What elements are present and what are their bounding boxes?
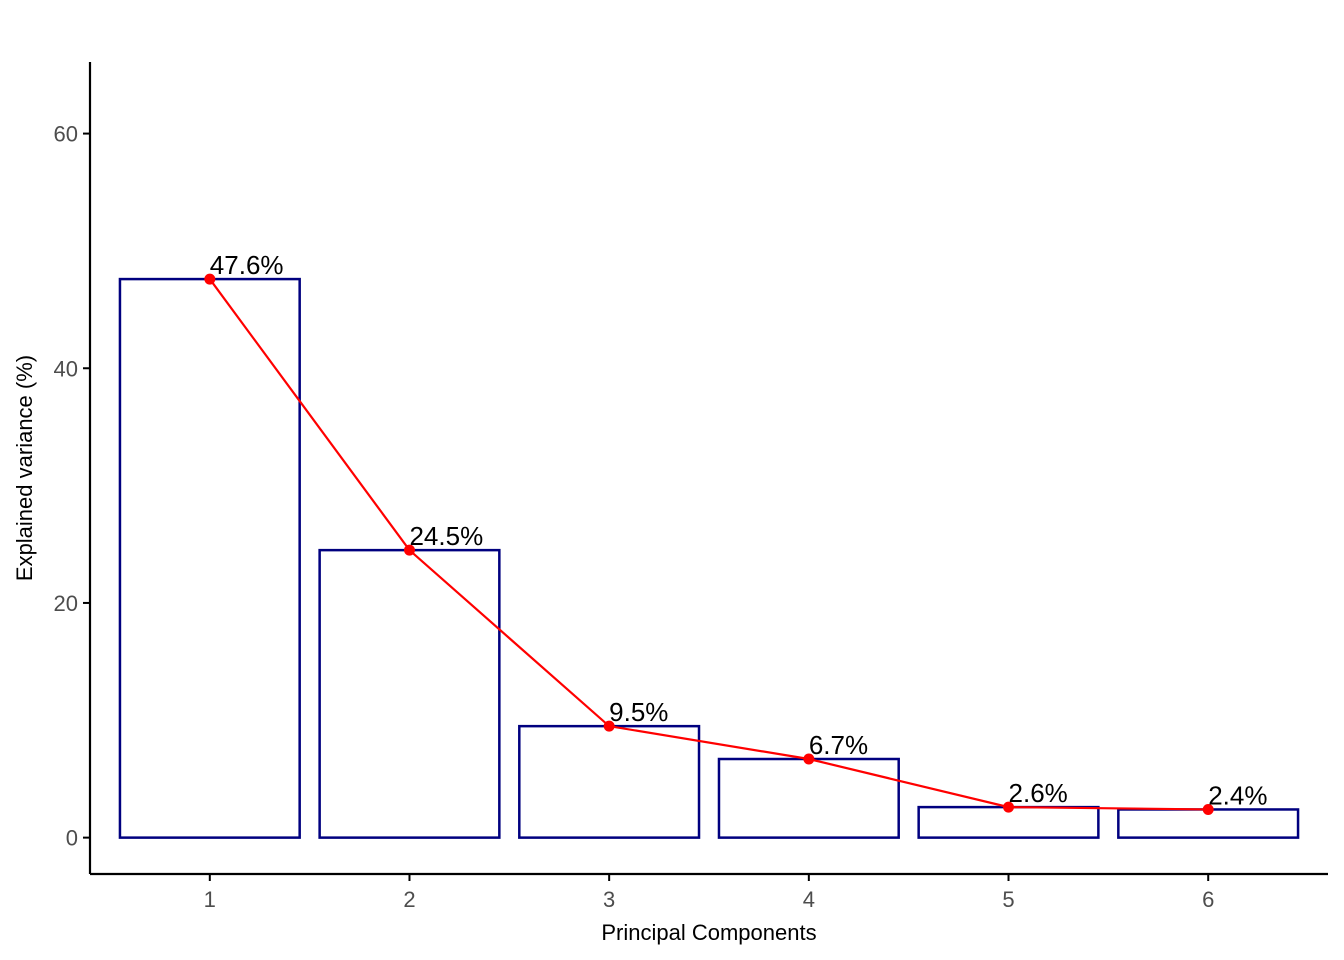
variance-line-group bbox=[204, 273, 1214, 815]
x-tick-label-1: 1 bbox=[204, 887, 216, 912]
data-labels-group: 47.6% 24.5% 9.5% 6.7% 2.6% 2.4% bbox=[210, 250, 1268, 810]
variance-line bbox=[208, 278, 1209, 811]
data-label-3: 9.5% bbox=[609, 697, 668, 727]
y-tick-label-40: 40 bbox=[54, 356, 78, 381]
x-axis-title: Principal Components bbox=[601, 920, 816, 945]
x-tick-label-2: 2 bbox=[403, 887, 415, 912]
x-tick-label-3: 3 bbox=[603, 887, 615, 912]
point-4 bbox=[803, 753, 815, 765]
x-tick-label-4: 4 bbox=[803, 887, 815, 912]
data-label-5: 2.6% bbox=[1009, 778, 1068, 808]
data-label-4: 6.7% bbox=[809, 730, 868, 760]
point-3 bbox=[603, 720, 615, 732]
y-tick-label-60: 60 bbox=[54, 122, 78, 147]
axes-group: 0 20 40 60 1 2 3 4 5 6 bbox=[54, 62, 1328, 912]
data-label-2: 24.5% bbox=[409, 521, 483, 551]
y-axis-title: Explained variance (%) bbox=[12, 355, 37, 581]
data-label-1: 47.6% bbox=[210, 250, 284, 280]
bar-4 bbox=[717, 757, 900, 839]
bar-1 bbox=[118, 277, 301, 839]
x-tick-label-5: 5 bbox=[1002, 887, 1014, 912]
point-1 bbox=[204, 273, 216, 285]
point-6 bbox=[1202, 803, 1214, 815]
bars-group bbox=[118, 277, 1300, 839]
y-tick-label-0: 0 bbox=[66, 826, 78, 851]
point-2 bbox=[403, 544, 415, 556]
x-tick-label-6: 6 bbox=[1202, 887, 1214, 912]
y-tick-label-20: 20 bbox=[54, 591, 78, 616]
point-5 bbox=[1003, 801, 1015, 813]
data-label-6: 2.4% bbox=[1208, 780, 1267, 810]
bar-2 bbox=[318, 548, 501, 839]
bar-3 bbox=[518, 724, 701, 839]
